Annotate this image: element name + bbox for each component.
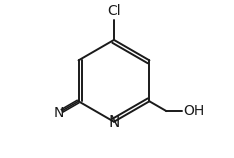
- Text: N: N: [53, 106, 64, 120]
- Text: Cl: Cl: [107, 4, 121, 18]
- Text: OH: OH: [183, 104, 204, 118]
- Text: N: N: [108, 115, 120, 130]
